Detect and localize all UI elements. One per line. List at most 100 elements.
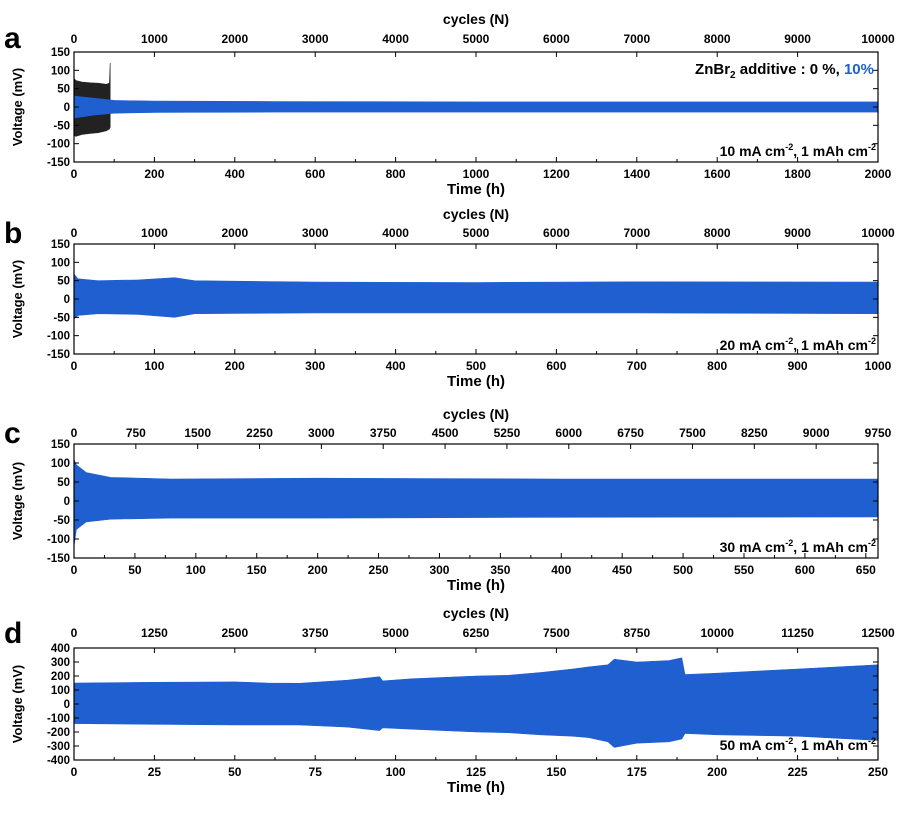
x-tick-label: 900	[788, 359, 808, 373]
x-tick-label: 0	[71, 167, 78, 181]
panel-c: 0 50 100 150 200 250 300 350 400 450 500 550 600 6500…	[4, 406, 892, 594]
x-tick-label: 225	[788, 765, 808, 779]
series-band-0	[73, 273, 879, 320]
x2-axis-title: cycles (N)	[443, 206, 509, 222]
x-tick-label: 0	[71, 359, 78, 373]
x-axis-title: Time (h)	[447, 779, 505, 796]
condition-capacity: , 1 mAh cm	[793, 143, 868, 159]
panel-d: 0 25 50 75 100 125 150 175 200 225 2500 1250 2500 375…	[4, 605, 895, 796]
x-tick-label: 200	[144, 167, 164, 181]
x-tick-label: 300	[429, 563, 449, 577]
x-tick-label: 2000	[865, 167, 892, 181]
x-tick-label: 75	[309, 765, 323, 779]
x-tick-label: 25	[148, 765, 162, 779]
x-tick-label: 100	[144, 359, 164, 373]
x-tick-label: 150	[546, 765, 566, 779]
condition-current: 10 mA cm	[720, 143, 786, 159]
condition-sup: -2	[785, 142, 793, 152]
series-band-0	[73, 657, 879, 748]
y-tick-label: -200	[47, 727, 70, 739]
x-tick-label: 450	[612, 563, 632, 577]
y-tick-label: 400	[51, 643, 70, 655]
x-axis-title: Time (h)	[447, 373, 505, 390]
condition-current: 30 mA cm	[720, 539, 786, 555]
x2-tick-label: 11250	[781, 626, 814, 640]
x-axis-title: Time (h)	[447, 577, 505, 594]
x2-tick-label: 8000	[704, 226, 731, 240]
condition-capacity: , 1 mAh cm	[793, 737, 868, 753]
condition-sup: -2	[785, 736, 793, 746]
x-tick-label: 100	[386, 765, 406, 779]
condition-sup: -2	[868, 538, 876, 548]
x2-tick-label: 9000	[784, 32, 811, 46]
x2-tick-label: 3000	[302, 226, 329, 240]
condition-sup: -2	[868, 736, 876, 746]
condition-label: 10 mA cm-2, 1 mAh cm-2	[720, 142, 876, 159]
x-tick-label: 250	[868, 765, 888, 779]
x-tick-label: 200	[308, 563, 328, 577]
x2-tick-label: 750	[126, 426, 146, 440]
x2-tick-label: 3750	[370, 426, 397, 440]
x-tick-label: 100	[186, 563, 206, 577]
x2-tick-label: 5250	[494, 426, 521, 440]
legend-label: ZnBr2 additive : 0 %, 10%	[695, 61, 874, 81]
series-band-0	[73, 459, 879, 547]
x2-tick-label: 6000	[543, 32, 570, 46]
x2-tick-label: 1250	[141, 626, 168, 640]
y-tick-label: -150	[47, 553, 70, 565]
y-tick-label: -100	[47, 331, 70, 343]
y-tick-label: 150	[51, 47, 70, 59]
x2-tick-label: 10000	[861, 32, 895, 46]
x2-tick-label: 1000	[141, 226, 168, 240]
x-tick-label: 500	[673, 563, 693, 577]
y-axis-title: Voltage (mV)	[10, 68, 25, 147]
x2-tick-label: 5000	[463, 226, 490, 240]
y-axis-title: Voltage (mV)	[10, 665, 25, 744]
x2-tick-label: 12500	[861, 626, 895, 640]
y-tick-label: 100	[51, 685, 70, 697]
x2-axis-title: cycles (N)	[443, 11, 509, 27]
panel-label: b	[4, 217, 22, 250]
x-tick-label: 1000	[463, 167, 490, 181]
y-tick-label: 200	[51, 671, 70, 683]
x2-axis-title: cycles (N)	[443, 406, 509, 422]
legend-prefix: ZnBr	[695, 61, 730, 78]
x2-tick-label: 4000	[382, 226, 409, 240]
x2-tick-label: 1500	[184, 426, 211, 440]
x2-tick-label: 7000	[623, 226, 650, 240]
x2-tick-label: 8750	[623, 626, 650, 640]
x-tick-label: 700	[627, 359, 647, 373]
legend-accent: 10%	[844, 61, 874, 78]
x2-tick-label: 10000	[701, 626, 735, 640]
x2-tick-label: 3000	[308, 426, 335, 440]
x-tick-label: 600	[795, 563, 815, 577]
panel-label: d	[4, 617, 22, 650]
y-tick-label: -50	[53, 120, 70, 132]
condition-sup: -2	[785, 336, 793, 346]
x-tick-label: 550	[734, 563, 754, 577]
x2-tick-label: 1000	[141, 32, 168, 46]
panel-b: 0 100 200 300 400 500 600 700 800 900 10000 1000 200…	[4, 206, 895, 390]
x2-tick-label: 9750	[865, 426, 892, 440]
x-tick-label: 150	[247, 563, 267, 577]
y-tick-label: -100	[47, 534, 70, 546]
y-tick-label: -400	[47, 755, 70, 767]
x2-tick-label: 0	[71, 426, 78, 440]
legend-mid: additive : 0 %,	[736, 61, 844, 78]
x2-tick-label: 9000	[803, 426, 830, 440]
x-tick-label: 200	[225, 359, 245, 373]
x2-tick-label: 6750	[617, 426, 644, 440]
y-tick-label: -150	[47, 349, 70, 361]
condition-sup: -2	[868, 142, 876, 152]
x-tick-label: 350	[490, 563, 510, 577]
x-axis-title: Time (h)	[447, 181, 505, 198]
x2-tick-label: 0	[71, 32, 78, 46]
y-tick-label: -100	[47, 713, 70, 725]
x2-tick-label: 8250	[741, 426, 768, 440]
y-tick-label: 100	[51, 458, 70, 470]
x-tick-label: 1800	[784, 167, 811, 181]
condition-label: 20 mA cm-2, 1 mAh cm-2	[720, 336, 876, 353]
y-tick-label: 150	[51, 439, 70, 451]
x2-tick-label: 3000	[302, 32, 329, 46]
